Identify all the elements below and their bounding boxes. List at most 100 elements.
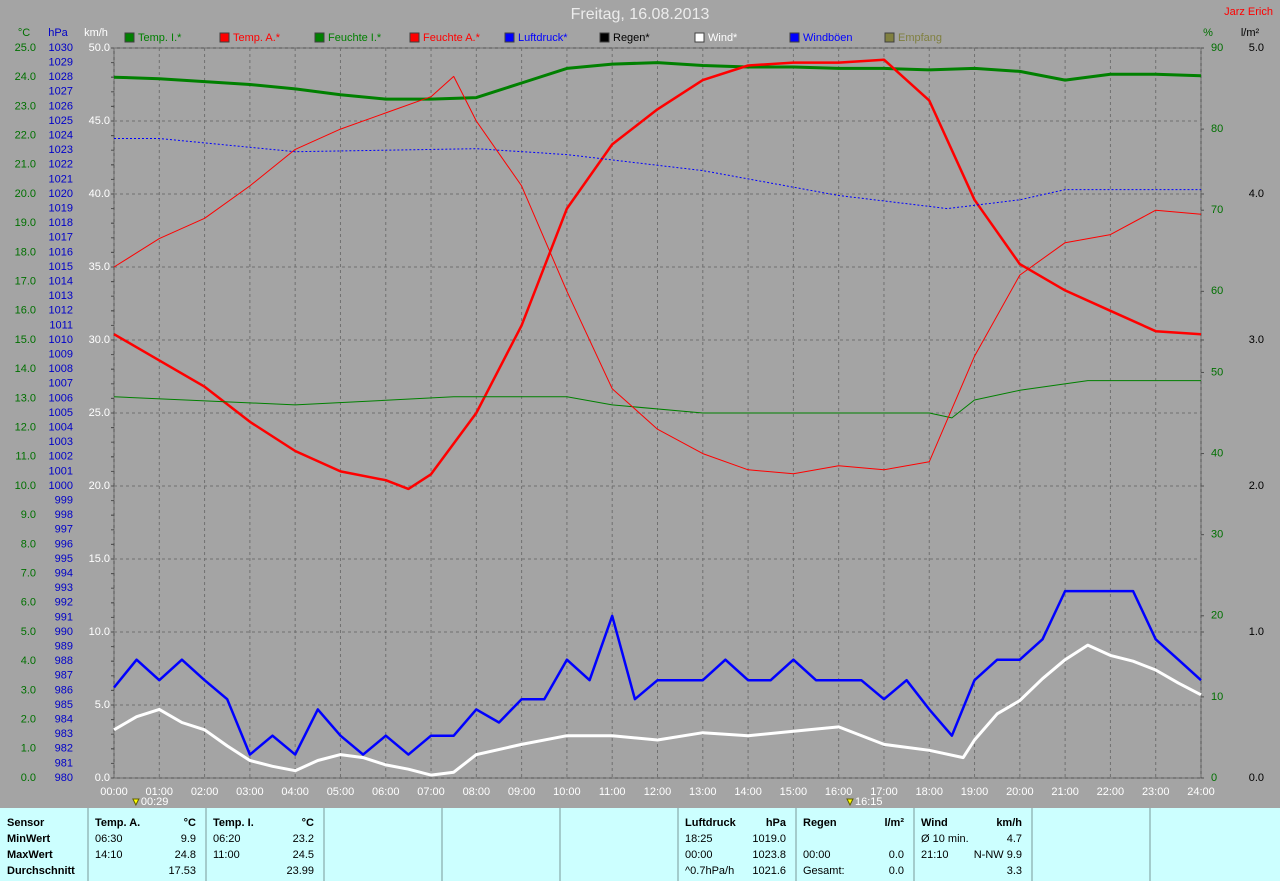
y-tick-label: 989 [55,641,73,653]
y-tick-label: 1028 [49,71,73,83]
y-tick-label: 995 [55,553,73,565]
footer-cell: Temp. A. [95,817,140,829]
legend-swatch [599,32,610,43]
y-tick-label: 25.0 [15,42,36,54]
axis-unit: l/m² [1241,27,1260,39]
y-tick-label: 1000 [49,480,73,492]
footer-cell: 06:30 [95,833,123,845]
footer-cell: 23.99 [286,865,314,877]
y-tick-label: 19.0 [15,217,36,229]
y-tick-label: 3.0 [1249,334,1264,346]
y-tick-label: 40.0 [89,188,110,200]
y-tick-label: 987 [55,670,73,682]
x-tick-label: 20:00 [1006,786,1034,798]
y-tick-label: 20.0 [15,188,36,200]
y-tick-label: 985 [55,699,73,711]
footer-cell: Ø 10 min. [921,833,969,845]
time-marker [846,798,854,807]
y-tick-label: 981 [55,757,73,769]
footer-cell: N-NW 9.9 [974,849,1022,861]
axis-unit: °C [18,27,30,39]
author: Jarz Erich [1224,6,1273,18]
y-tick-label: 25.0 [89,407,110,419]
y-tick-label: 21.0 [15,159,36,171]
x-tick-label: 02:00 [191,786,219,798]
legend-swatch [694,32,705,43]
y-tick-label: 996 [55,538,73,550]
footer-cell: Temp. I. [213,817,254,829]
series-line [113,380,1201,419]
y-tick-label: 1005 [49,407,73,419]
axis-unit: % [1203,27,1213,39]
y-tick-label: 1010 [49,334,73,346]
y-tick-label: 5.0 [21,626,36,638]
y-tick-label: 1025 [49,115,73,127]
y-tick-label: 14.0 [15,363,36,375]
footer-cell: °C [184,817,196,829]
y-tick-label: 90 [1211,42,1223,54]
footer-cell: 00:00 [685,849,713,861]
legend-swatch [314,32,325,43]
y-tick-label: 998 [55,509,73,521]
axis-unit: km/h [84,27,108,39]
y-tick-label: 1022 [49,159,73,171]
footer-cell: 23.2 [293,833,314,845]
footer-cell: km/h [996,817,1022,829]
footer-cell: 4.7 [1007,833,1022,845]
y-tick-label: 1018 [49,217,73,229]
x-tick-label: 23:00 [1142,786,1170,798]
x-tick-label: 10:00 [553,786,581,798]
series-line [113,75,1202,475]
y-tick-label: 15.0 [89,553,110,565]
footer-cell: 0.0 [889,849,904,861]
y-tick-label: 1016 [49,246,73,258]
y-tick-label: 18.0 [15,246,36,258]
footer-panel [0,808,1280,881]
footer-cell: hPa [766,817,787,829]
footer-cell: 18:25 [685,833,713,845]
legend-swatch [884,32,895,43]
y-tick-label: 10 [1211,691,1223,703]
footer-cell: Regen [803,817,837,829]
x-tick-label: 00:00 [100,786,128,798]
legend-label: Feuchte I.* [328,32,382,44]
y-tick-label: 984 [55,714,73,726]
footer-cell: 3.3 [1007,865,1022,877]
legend-label: Regen* [613,32,650,44]
legend-swatch [789,32,800,43]
y-tick-label: 1004 [49,422,73,434]
series-line [113,589,1202,756]
footer-cell: 21:10 [921,849,949,861]
x-tick-label: 11:00 [599,786,626,798]
x-tick-label: 13:00 [689,786,717,798]
y-tick-label: 1003 [49,436,73,448]
y-tick-label: 1009 [49,349,73,361]
time-marker [132,798,140,807]
y-tick-label: 50.0 [89,42,110,54]
footer-cell: 17.53 [168,865,196,877]
y-tick-label: 1001 [49,465,73,477]
y-tick-label: 0.0 [1249,772,1264,784]
y-tick-label: 2.0 [21,714,36,726]
y-tick-label: 15.0 [15,334,36,346]
x-tick-label: 07:00 [417,786,445,798]
y-tick-label: 35.0 [89,261,110,273]
footer-cell: 06:20 [213,833,241,845]
y-tick-label: 6.0 [21,597,36,609]
y-tick-label: 1023 [49,144,73,156]
y-tick-label: 994 [55,568,73,580]
y-tick-label: 4.0 [1249,188,1264,200]
y-tick-label: 23.0 [15,100,36,112]
y-tick-label: 1.0 [1249,626,1264,638]
y-tick-label: 1027 [49,86,73,98]
legend-swatch [124,32,135,43]
y-tick-label: 30 [1211,529,1223,541]
series-line [113,58,1202,491]
x-tick-label: 21:00 [1051,786,1079,798]
y-tick-label: 1017 [49,232,73,244]
legend-label: Luftdruck* [518,32,568,44]
y-tick-label: 992 [55,597,73,609]
x-tick-label: 15:00 [780,786,808,798]
